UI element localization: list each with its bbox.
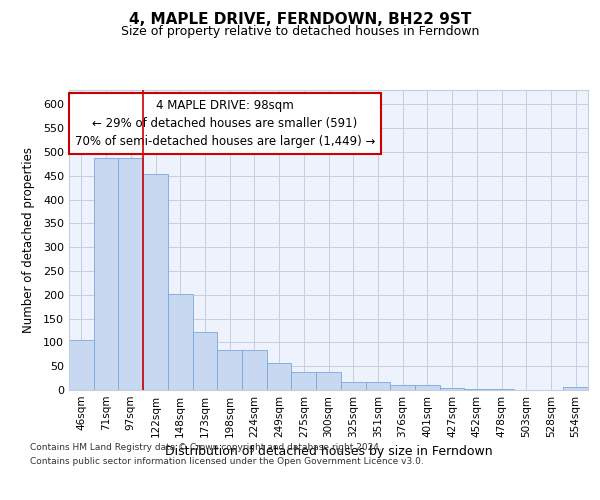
Bar xyxy=(193,332,217,390)
Bar xyxy=(69,340,94,390)
Bar xyxy=(341,382,365,390)
Text: Size of property relative to detached houses in Ferndown: Size of property relative to detached ho… xyxy=(121,25,479,38)
Bar xyxy=(94,158,118,390)
Bar xyxy=(464,388,489,390)
Bar xyxy=(168,294,193,390)
Text: 4 MAPLE DRIVE: 98sqm
← 29% of detached houses are smaller (591)
70% of semi-deta: 4 MAPLE DRIVE: 98sqm ← 29% of detached h… xyxy=(74,99,375,148)
Text: Contains HM Land Registry data © Crown copyright and database right 2024.: Contains HM Land Registry data © Crown c… xyxy=(30,442,382,452)
Bar xyxy=(217,350,242,390)
X-axis label: Distribution of detached houses by size in Ferndown: Distribution of detached houses by size … xyxy=(164,446,493,458)
Bar xyxy=(365,382,390,390)
Bar xyxy=(489,389,514,390)
Bar xyxy=(563,387,588,390)
Bar xyxy=(242,350,267,390)
Bar xyxy=(118,158,143,390)
Text: Contains public sector information licensed under the Open Government Licence v3: Contains public sector information licen… xyxy=(30,458,424,466)
Bar xyxy=(267,363,292,390)
Bar xyxy=(415,385,440,390)
Bar xyxy=(143,174,168,390)
Bar xyxy=(390,385,415,390)
Y-axis label: Number of detached properties: Number of detached properties xyxy=(22,147,35,333)
Bar xyxy=(292,372,316,390)
Bar xyxy=(316,372,341,390)
Bar xyxy=(440,388,464,390)
Text: 4, MAPLE DRIVE, FERNDOWN, BH22 9ST: 4, MAPLE DRIVE, FERNDOWN, BH22 9ST xyxy=(129,12,471,28)
